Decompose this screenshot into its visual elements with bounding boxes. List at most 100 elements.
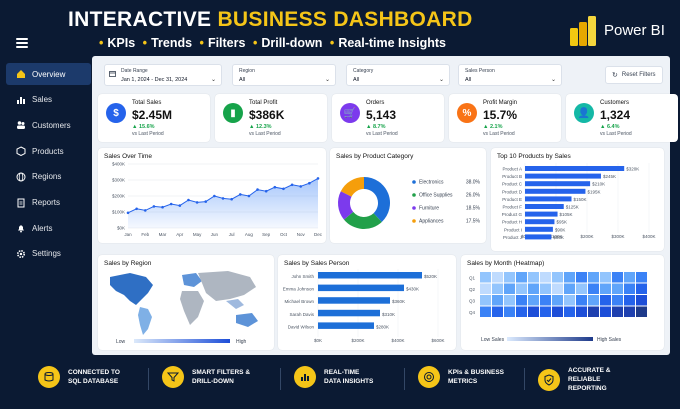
heatmap-cell[interactable] <box>540 272 551 283</box>
heatmap-cell[interactable] <box>504 272 515 283</box>
heatmap-cell[interactable] <box>564 272 575 283</box>
heatmap-cell[interactable] <box>636 283 647 295</box>
heatmap-cell[interactable] <box>588 306 599 318</box>
heatmap-cell[interactable] <box>480 272 491 283</box>
heatmap-cell[interactable] <box>552 283 563 295</box>
heatmap-cell[interactable] <box>636 295 647 306</box>
bar[interactable] <box>318 322 374 329</box>
data-point[interactable] <box>273 185 277 189</box>
data-point[interactable] <box>126 211 130 215</box>
heatmap-cell[interactable] <box>552 295 563 306</box>
heatmap-cell[interactable] <box>576 283 587 295</box>
data-point[interactable] <box>221 197 225 200</box>
heatmap-cell[interactable] <box>564 283 575 295</box>
bar[interactable] <box>318 284 404 292</box>
sidebar-item-regions[interactable]: Regions <box>6 166 91 188</box>
heatmap-cell[interactable] <box>552 272 563 283</box>
sidebar-item-customers[interactable]: Customers <box>6 114 91 136</box>
heatmap-cell[interactable] <box>504 295 515 306</box>
bar[interactable] <box>525 211 558 217</box>
heatmap-cell[interactable] <box>636 272 647 283</box>
heatmap-cell[interactable] <box>600 272 611 283</box>
data-point[interactable] <box>247 194 251 198</box>
data-point[interactable] <box>152 205 156 208</box>
data-point[interactable] <box>161 205 164 209</box>
bar[interactable] <box>525 166 625 171</box>
heatmap-cell[interactable] <box>588 283 599 295</box>
heatmap-cell[interactable] <box>492 295 503 306</box>
heatmap-cell[interactable] <box>540 306 551 318</box>
heatmap-cell[interactable] <box>636 306 647 318</box>
donut-slice[interactable] <box>343 211 382 229</box>
heatmap-cell[interactable] <box>516 306 527 318</box>
sidebar-item-settings[interactable]: Settings <box>6 243 91 265</box>
data-point[interactable] <box>178 204 182 207</box>
heatmap-cell[interactable] <box>480 295 491 306</box>
heatmap-cell[interactable] <box>612 272 623 283</box>
sidebar-item-sales[interactable]: Sales <box>6 89 91 111</box>
data-point[interactable] <box>238 193 242 196</box>
bar[interactable] <box>525 234 552 240</box>
hamburger-menu-icon[interactable] <box>16 38 28 48</box>
bar[interactable] <box>525 173 601 179</box>
data-point[interactable] <box>195 201 199 204</box>
sidebar-item-overview[interactable]: Overview <box>6 63 91 85</box>
heatmap-cell[interactable] <box>564 306 575 318</box>
heatmap-cell[interactable] <box>528 306 539 318</box>
heatmap-cell[interactable] <box>600 283 611 295</box>
donut-slice[interactable] <box>340 177 364 197</box>
reset-filters-button[interactable]: ↻ Reset Filters <box>605 66 663 84</box>
heatmap-cell[interactable] <box>540 295 551 306</box>
heatmap-cell[interactable] <box>504 283 515 295</box>
kpi-card-total-sales[interactable]: $ Total Sales $2.45M ▲ 15.6% vs Last Period <box>98 94 210 142</box>
bar[interactable] <box>318 309 380 317</box>
bar[interactable] <box>525 196 572 202</box>
heatmap-cell[interactable] <box>504 306 515 318</box>
data-point[interactable] <box>308 181 311 185</box>
kpi-card-total-profit[interactable]: ▮ Total Profit $386K ▲ 12.3% vs Last Period <box>215 94 327 142</box>
data-point[interactable] <box>256 188 259 191</box>
heatmap-cell[interactable] <box>528 272 539 283</box>
heatmap-cell[interactable] <box>492 272 503 283</box>
data-point[interactable] <box>264 189 268 193</box>
heatmap-cell[interactable] <box>528 295 539 306</box>
bar[interactable] <box>525 188 586 194</box>
heatmap-cell[interactable] <box>516 283 527 295</box>
heatmap-cell[interactable] <box>588 272 599 283</box>
bar[interactable] <box>318 272 422 279</box>
kpi-card-profit-margin[interactable]: % Profit Margin 15.7% ▲ 2.1% vs Last Period <box>449 94 561 142</box>
heatmap-cell[interactable] <box>576 272 587 283</box>
heatmap-cell[interactable] <box>492 283 503 295</box>
heatmap-cell[interactable] <box>552 306 563 318</box>
heatmap-cell[interactable] <box>624 283 635 295</box>
bar[interactable] <box>525 181 591 187</box>
heatmap-cell[interactable] <box>624 272 635 283</box>
heatmap-cell[interactable] <box>612 295 623 306</box>
heatmap-cell[interactable] <box>576 306 587 318</box>
heatmap-cell[interactable] <box>564 295 575 306</box>
bar[interactable] <box>525 204 564 209</box>
heatmap-cell[interactable] <box>528 283 539 295</box>
data-point[interactable] <box>135 207 138 211</box>
bar[interactable] <box>525 226 553 232</box>
heatmap-cell[interactable] <box>516 295 527 306</box>
heatmap-cell[interactable] <box>492 306 503 318</box>
kpi-card-customers[interactable]: 👤 Customers 1,324 ▲ 6.4% vs Last Period <box>566 94 678 142</box>
data-point[interactable] <box>169 202 173 206</box>
heatmap-cell[interactable] <box>600 295 611 306</box>
data-point[interactable] <box>290 183 294 187</box>
region-filter[interactable]: Region All ⌄ <box>232 64 336 86</box>
kpi-card-orders[interactable]: 🛒 Orders 5,143 ▲ 8.7% vs Last Period <box>332 94 444 142</box>
heatmap-cell[interactable] <box>576 295 587 306</box>
heatmap-cell[interactable] <box>624 306 635 318</box>
heatmap-cell[interactable] <box>540 283 551 295</box>
data-point[interactable] <box>282 187 285 191</box>
heatmap-cell[interactable] <box>612 306 623 318</box>
data-point[interactable] <box>143 209 147 212</box>
data-point[interactable] <box>204 200 208 203</box>
data-point[interactable] <box>316 177 320 180</box>
heatmap-cell[interactable] <box>624 295 635 306</box>
data-point[interactable] <box>187 198 190 202</box>
heatmap-cell[interactable] <box>588 295 599 306</box>
donut-slice[interactable] <box>338 191 354 220</box>
